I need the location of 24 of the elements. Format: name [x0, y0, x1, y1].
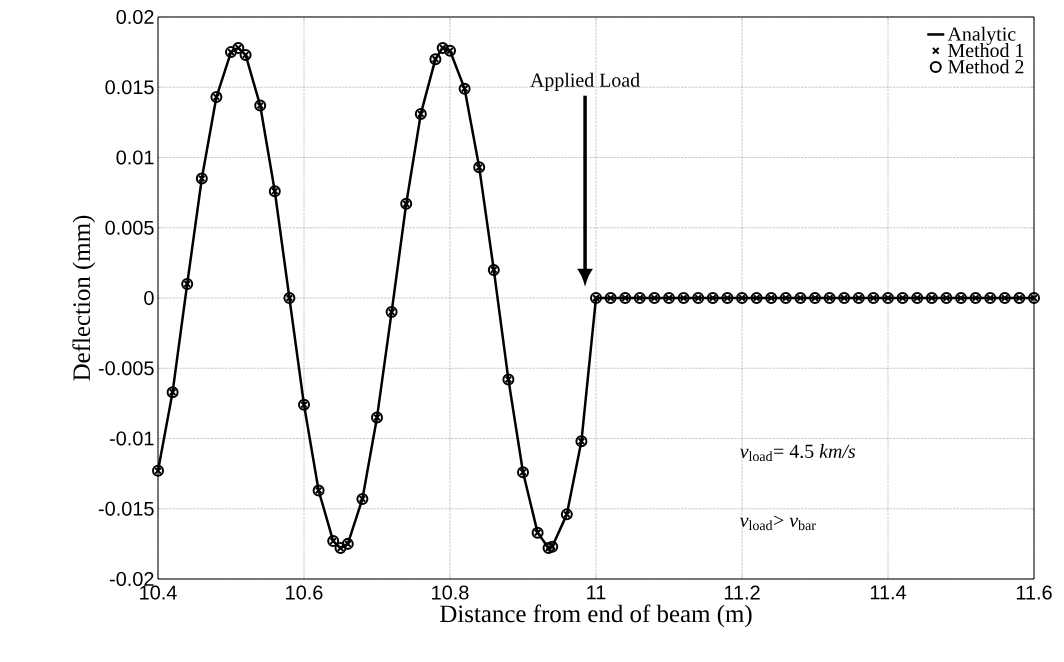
y-tick-label: 0.01: [116, 150, 154, 165]
y-tick-label: 0.02: [116, 9, 154, 25]
x-tick-label: 11.6: [1016, 585, 1052, 600]
y-axis-title: Deflection (mm): [72, 215, 96, 381]
y-tick-label: 0.005: [105, 220, 154, 235]
y-tick-label: -0.015: [98, 501, 154, 516]
x-tick-label: 10.6: [286, 585, 323, 600]
legend-label: Method 1: [948, 43, 1024, 58]
x-tick-label: 11.4: [870, 585, 907, 600]
legend-label: Method 2: [948, 59, 1024, 74]
x-tick-label: 11: [587, 585, 606, 600]
x-tick-label: 10.8: [432, 585, 469, 600]
y-tick-label: -0.02: [109, 571, 154, 587]
annotation: Applied Load: [530, 72, 640, 91]
y-tick-label: 0.015: [105, 80, 154, 95]
annotation: v$_{load}$> v$_{bar}$: [739, 515, 816, 531]
y-tick-label: -0.01: [109, 431, 154, 446]
annotation: v$_{load}$= 4.5 km/s: [739, 444, 856, 462]
y-tick-label: -0.005: [98, 361, 154, 376]
y-tick-label: 0: [144, 290, 154, 306]
x-tick-label: 10.4: [140, 585, 177, 600]
x-axis-title: Distance from end of beam (m): [440, 604, 752, 628]
legend-label: Analytic: [947, 26, 1016, 45]
x-tick-label: 11.2: [724, 585, 760, 600]
